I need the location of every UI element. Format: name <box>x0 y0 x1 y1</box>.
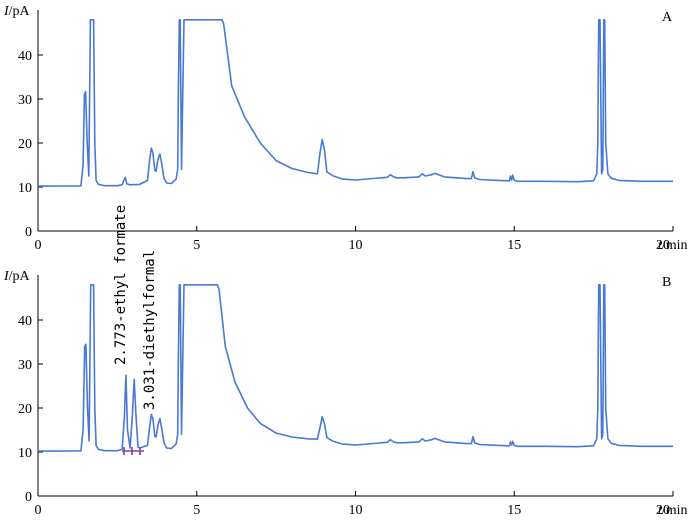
x-tick-label: 5 <box>193 238 200 253</box>
panel-b: 0 5 10 15 20 0 10 20 30 40 2.773-ethyl formate 3.… <box>3 205 688 518</box>
y-tick-label: 10 <box>18 446 32 461</box>
panel-a-y-label: I/pA <box>3 4 31 19</box>
y-tick-label: 0 <box>25 225 32 240</box>
y-tick-label: 30 <box>18 93 32 108</box>
x-tick-label: 10 <box>349 238 363 253</box>
x-tick-label: 20 <box>656 238 670 253</box>
panel-a-label: A <box>662 10 673 25</box>
x-tick-label: 15 <box>507 503 521 518</box>
panel-a-x-label: t/min <box>658 238 688 253</box>
x-tick-label: 0 <box>35 238 42 253</box>
y-tick-label: 30 <box>18 358 32 373</box>
panel-b-label: B <box>662 275 671 290</box>
y-tick-label: 10 <box>18 181 32 196</box>
y-tick-label: 40 <box>18 314 32 329</box>
x-tick-label: 10 <box>349 503 363 518</box>
y-tick-label: 40 <box>18 49 32 64</box>
panel-a: 0 5 10 15 20 0 10 20 30 40 I/pA t/min A <box>3 4 688 253</box>
panel-b-y-label: I/pA <box>3 269 31 284</box>
panel-b-ticks: 0 5 10 15 20 0 10 20 30 40 <box>18 314 674 518</box>
x-tick-label: 20 <box>656 503 670 518</box>
y-tick-label: 20 <box>18 402 32 417</box>
x-tick-label: 5 <box>193 503 200 518</box>
x-tick-label: 0 <box>35 503 42 518</box>
panel-a-ticks: 0 5 10 15 20 0 10 20 30 40 <box>18 49 674 253</box>
y-tick-label: 20 <box>18 137 32 152</box>
x-tick-label: 15 <box>507 238 521 253</box>
panel-a-trace <box>38 19 673 187</box>
annotation-ethyl-formate: 2.773-ethyl formate <box>113 205 129 365</box>
panel-b-trace <box>38 284 673 452</box>
annotation-diethylformal: 3.031-diethylformal <box>142 250 158 410</box>
panel-b-x-label: t/min <box>658 503 688 518</box>
y-tick-label: 0 <box>25 490 32 505</box>
